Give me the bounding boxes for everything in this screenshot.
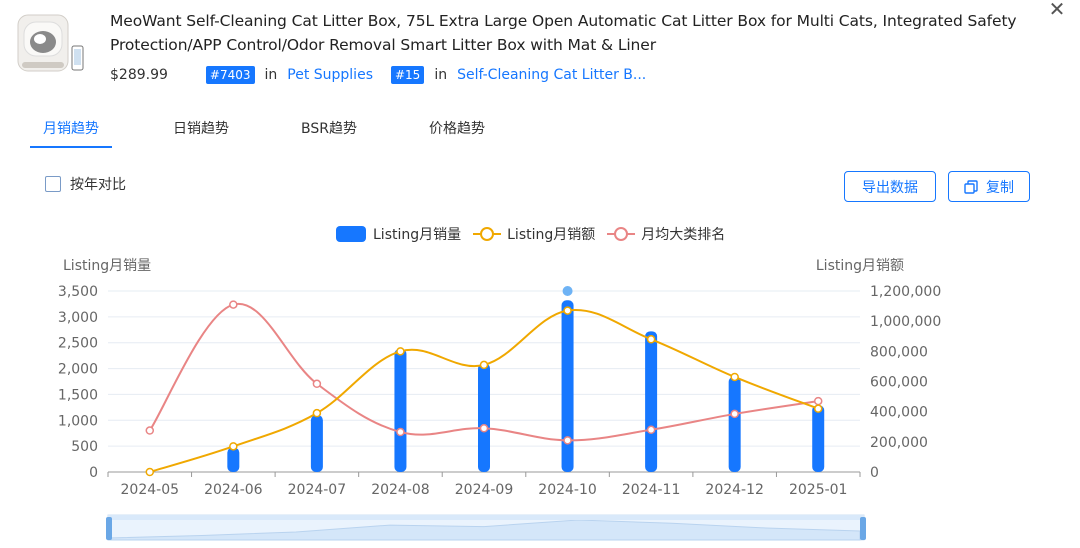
legend-rank-swatch bbox=[607, 227, 636, 241]
rank-point bbox=[479, 424, 489, 433]
legend-rank-label: 月均大类排名 bbox=[641, 227, 726, 243]
sales-bar bbox=[728, 376, 741, 472]
rank-in-label: in bbox=[264, 67, 278, 83]
rank-badge-sub: #15 bbox=[390, 66, 425, 84]
revenue-point bbox=[563, 306, 572, 315]
x-tick-label: 2024-06 bbox=[204, 482, 263, 498]
chart-legend: Listing月销量 Listing月销额 月均大类排名 bbox=[336, 222, 737, 246]
legend-revenue-label: Listing月销额 bbox=[507, 227, 596, 243]
sales-bar bbox=[561, 300, 574, 472]
export-data-button[interactable]: 导出数据 bbox=[844, 171, 936, 202]
sales-bar bbox=[394, 348, 407, 472]
rank-line bbox=[148, 302, 819, 442]
tab-monthly-sales[interactable]: 月销趋势 bbox=[30, 116, 112, 148]
tab-price[interactable]: 价格趋势 bbox=[429, 121, 485, 137]
price: $289.99 bbox=[110, 67, 168, 83]
x-tick-label: 2024-11 bbox=[622, 482, 681, 498]
revenue-point bbox=[145, 467, 155, 477]
category-link-sub[interactable]: Self-Cleaning Cat Litter B... bbox=[457, 67, 647, 83]
rank-point bbox=[229, 300, 238, 309]
legend-bar-swatch bbox=[336, 226, 366, 242]
y-axis-left-title: Listing月销量 bbox=[63, 258, 151, 274]
rank-in-label: in bbox=[434, 67, 448, 83]
revenue-point bbox=[646, 335, 656, 344]
rank-point bbox=[563, 436, 572, 445]
tab-daily-sales[interactable]: 日销趋势 bbox=[173, 121, 229, 137]
rank-badge-main: #7403 bbox=[205, 66, 255, 84]
legend-revenue[interactable]: Listing月销额 bbox=[473, 224, 595, 244]
revenue-point bbox=[312, 408, 322, 418]
x-tick-label: 2024-12 bbox=[705, 482, 764, 498]
x-tick-label: 2025-01 bbox=[789, 482, 848, 498]
rank-point bbox=[396, 427, 405, 437]
y-tick-right: 200,000 bbox=[870, 435, 928, 451]
sales-bar bbox=[645, 331, 658, 472]
yoy-label: 按年对比 bbox=[70, 177, 126, 193]
category-link-main[interactable]: Pet Supplies bbox=[287, 67, 373, 83]
copy-button[interactable]: 复制 bbox=[948, 171, 1030, 202]
legend-sales-label: Listing月销量 bbox=[373, 227, 462, 243]
zoom-handle-right[interactable] bbox=[860, 517, 866, 540]
revenue-point bbox=[479, 360, 489, 370]
revenue-point bbox=[813, 404, 823, 413]
y-tick-right: 600,000 bbox=[870, 375, 928, 391]
y-tick-left: 3,500 bbox=[58, 284, 98, 300]
y-tick-left: 0 bbox=[89, 465, 98, 481]
sales-bar bbox=[812, 405, 825, 472]
close-icon[interactable]: ✕ bbox=[1048, 0, 1066, 21]
y-tick-left: 2,500 bbox=[58, 336, 98, 352]
rank-point bbox=[312, 379, 322, 389]
x-tick-label: 2024-07 bbox=[288, 482, 347, 498]
sales-bar bbox=[227, 447, 240, 472]
export-label: 导出数据 bbox=[862, 179, 918, 196]
revenue-point bbox=[396, 347, 405, 356]
x-tick-label: 2024-09 bbox=[455, 482, 514, 498]
y-tick-left: 3,000 bbox=[58, 310, 98, 326]
trend-chart: Listing月销量 Listing月销额 0 500 1,000 1,500 2,000 2… bbox=[58, 258, 941, 541]
zoom-slider-bar bbox=[108, 515, 864, 520]
rank-point bbox=[145, 426, 155, 435]
product-meta: $289.99 #7403 in Pet Supplies #15 in Sel… bbox=[110, 64, 664, 86]
rank-point bbox=[813, 396, 823, 406]
rank-point bbox=[646, 425, 656, 435]
copy-label: 复制 bbox=[986, 179, 1014, 196]
y-tick-right: 800,000 bbox=[870, 344, 928, 360]
y-tick-right: 1,200,000 bbox=[870, 284, 941, 300]
legend-revenue-swatch bbox=[473, 227, 502, 241]
y-tick-left: 2,000 bbox=[58, 362, 98, 378]
y-tick-left: 500 bbox=[71, 439, 98, 455]
yoy-compare[interactable]: 按年对比 bbox=[45, 174, 126, 194]
legend-sales[interactable]: Listing月销量 bbox=[336, 224, 461, 244]
zoom-handle-left[interactable] bbox=[106, 517, 112, 540]
x-tick-label: 2024-10 bbox=[538, 482, 597, 498]
product-title: MeoWant Self-Cleaning Cat Litter Box, 75… bbox=[110, 12, 1017, 54]
highlight-marker bbox=[562, 286, 573, 296]
x-tick-label: 2024-05 bbox=[121, 482, 180, 498]
y-tick-right: 0 bbox=[870, 465, 879, 481]
trend-tabs: 月销趋势 日销趋势 BSR趋势 价格趋势 bbox=[30, 116, 486, 148]
rank-point bbox=[730, 409, 739, 419]
x-tick-label: 2024-08 bbox=[371, 482, 430, 498]
y-tick-left: 1,500 bbox=[58, 387, 98, 403]
yoy-checkbox[interactable] bbox=[45, 176, 61, 192]
tab-bsr[interactable]: BSR趋势 bbox=[301, 121, 357, 137]
revenue-point bbox=[730, 372, 739, 382]
legend-rank[interactable]: 月均大类排名 bbox=[607, 224, 725, 244]
revenue-point bbox=[229, 442, 238, 451]
sales-bar bbox=[310, 415, 323, 472]
y-tick-right: 400,000 bbox=[870, 405, 928, 421]
y-axis-right-title: Listing月销额 bbox=[816, 258, 904, 274]
y-tick-left: 1,000 bbox=[58, 413, 98, 429]
copy-icon bbox=[964, 179, 978, 194]
y-tick-right: 1,000,000 bbox=[870, 314, 941, 330]
product-thumbnail bbox=[16, 12, 88, 76]
sales-bar bbox=[478, 363, 490, 472]
